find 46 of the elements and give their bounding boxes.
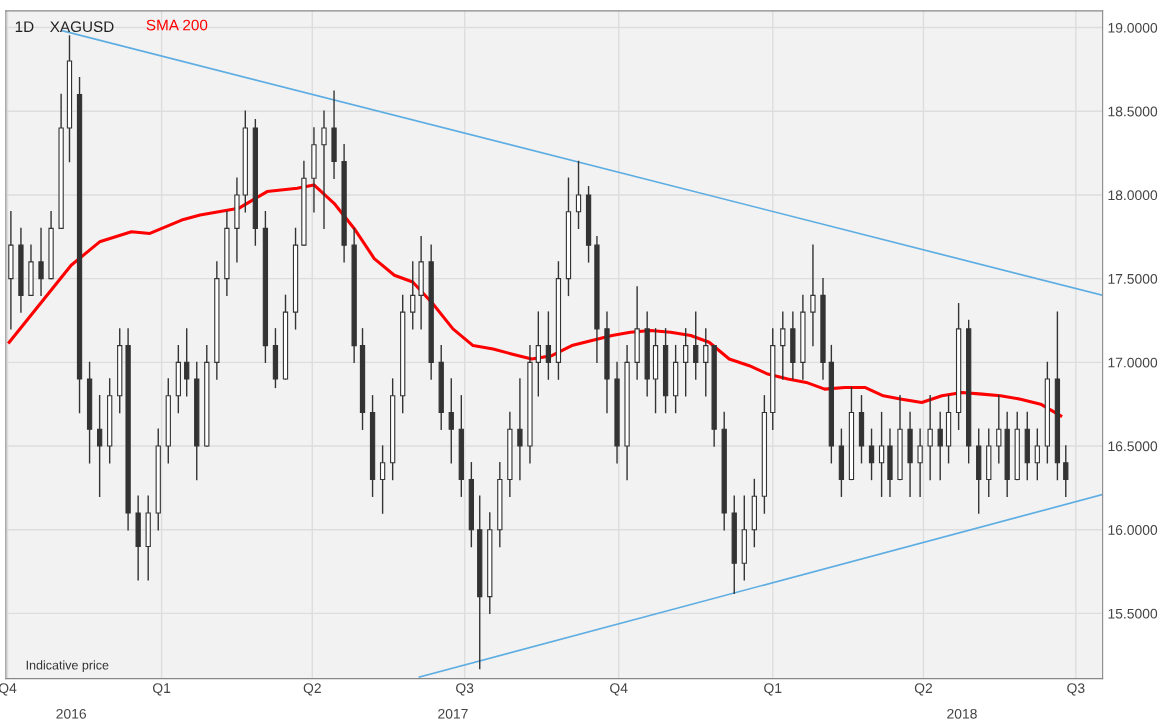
y-tick-label: 16.5000	[1108, 441, 1158, 452]
y-tick-label: 18.5000	[1108, 106, 1158, 117]
text: SMA 200	[146, 19, 208, 31]
y-tick-label: 15.5000	[1108, 608, 1158, 619]
x-tick-label: Q1	[152, 683, 171, 696]
y-tick-label: 17.0000	[1108, 357, 1158, 368]
candlestick	[917, 428, 923, 497]
candlestick	[1034, 428, 1040, 481]
x-tick-label: Q4	[610, 683, 628, 696]
x2-tick-label: 2016	[56, 708, 87, 719]
candlestick	[535, 311, 541, 397]
candlestick	[379, 445, 386, 514]
candlestick	[321, 110, 327, 230]
y-tick-label: 19.0000	[1108, 22, 1158, 33]
x2-tick-label: 2017	[438, 708, 468, 719]
x-tick-label: Q2	[914, 683, 933, 696]
x-tick-label: Q2	[303, 683, 321, 696]
annotation: Indicative price	[26, 660, 109, 672]
candlestick	[927, 395, 933, 481]
x-tick-label: Q3	[456, 683, 474, 696]
text: 1D	[15, 21, 34, 32]
candlestick	[38, 227, 44, 297]
y-tick-label: 17.5000	[1108, 273, 1158, 284]
candlestick	[703, 328, 709, 397]
candlestick	[683, 328, 689, 397]
candlestick	[448, 378, 454, 464]
y-tick-label: 18.0000	[1108, 190, 1158, 201]
candlestick	[878, 411, 885, 497]
candlestick	[810, 244, 816, 347]
candlestick	[410, 261, 416, 330]
x-tick-label: Q1	[764, 683, 782, 696]
candlestick	[937, 411, 943, 481]
x2-tick-label: 2018	[947, 708, 977, 719]
candlestick	[575, 160, 582, 230]
candlestick	[184, 328, 190, 397]
candlestick	[96, 395, 103, 497]
y-tick-label: 16.0000	[1108, 525, 1158, 535]
candlestick	[545, 311, 552, 380]
candlestick	[693, 311, 699, 380]
candlestick	[517, 378, 523, 481]
candlestick	[868, 428, 875, 481]
candlestick	[1063, 445, 1069, 497]
candlestick	[780, 311, 786, 380]
candlestick	[996, 395, 1002, 464]
x-tick-label: Q3	[1067, 683, 1085, 696]
text: XAGUSD	[50, 21, 114, 33]
